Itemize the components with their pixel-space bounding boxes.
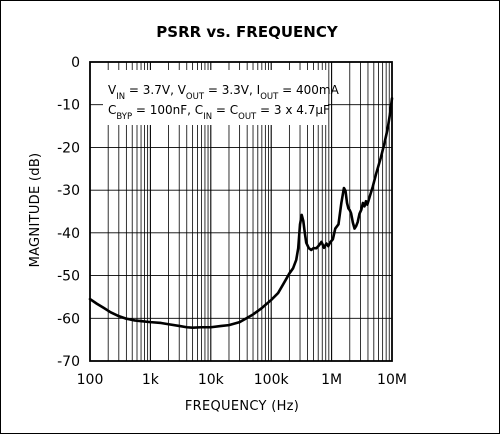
x-axis-label: FREQUENCY (Hz) bbox=[185, 399, 299, 414]
x-tick-label: 10k bbox=[198, 372, 225, 388]
y-tick-label: -40 bbox=[57, 226, 80, 242]
x-tick-label: 10M bbox=[377, 372, 407, 388]
tick-labels: 100 1k 10k 100k 1M 10M 0 -10 -20 -30 -40 -50 -60 -70 bbox=[57, 55, 407, 388]
y-tick-label: -70 bbox=[57, 354, 80, 370]
y-tick-label: -60 bbox=[57, 311, 80, 327]
annotation-line-2: CBYP = 100nF, CIN = COUT = 3 x 4.7µF bbox=[108, 103, 330, 122]
x-tick-label: 1M bbox=[321, 372, 342, 388]
x-tick-label: 100 bbox=[77, 372, 104, 388]
x-tick-label: 100k bbox=[254, 372, 290, 388]
annotation-line-1: VIN = 3.7V, VOUT = 3.3V, IOUT = 400mA bbox=[108, 83, 340, 102]
chart-title: PSRR vs. FREQUENCY bbox=[156, 23, 339, 41]
y-tick-label: -20 bbox=[57, 140, 80, 156]
x-tick-label: 1k bbox=[142, 372, 160, 388]
y-tick-label: 0 bbox=[71, 55, 80, 71]
series-line bbox=[88, 97, 394, 329]
y-tick-label: -30 bbox=[57, 183, 80, 199]
annotation-background bbox=[103, 70, 328, 125]
y-tick-label: -10 bbox=[57, 98, 80, 114]
y-axis-label: MAGNITUDE (dB) bbox=[28, 153, 43, 268]
plot-border bbox=[89, 61, 393, 362]
y-tick-label: -50 bbox=[57, 269, 80, 285]
